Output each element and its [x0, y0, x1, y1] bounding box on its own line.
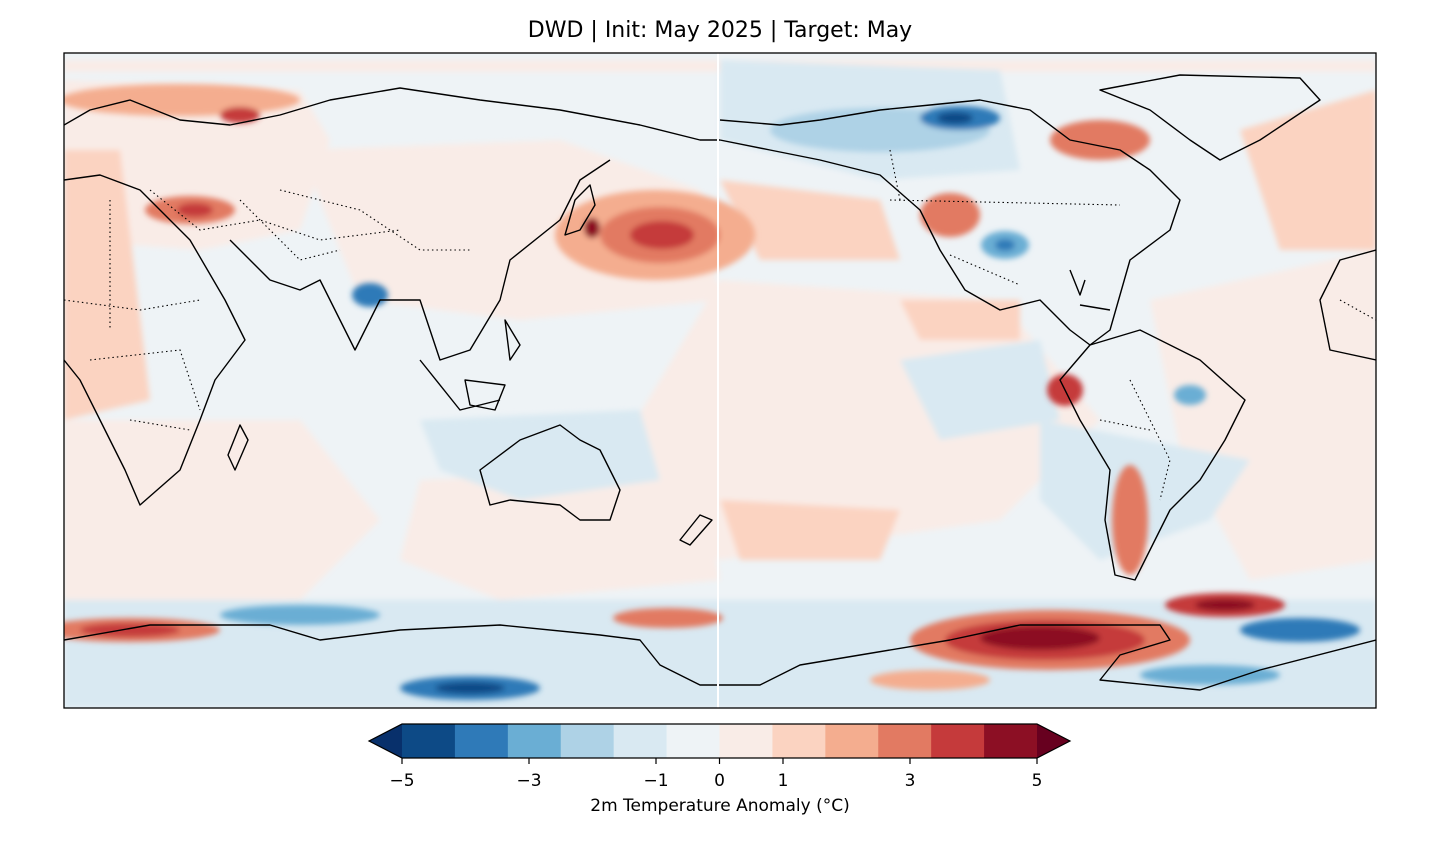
colorbar-swatch: [613, 724, 668, 758]
colorbar-swatch: [825, 724, 879, 758]
colorbar-tick-label: 0: [714, 771, 725, 791]
coastlines: [64, 74, 1376, 691]
anomaly-field: [64, 53, 1376, 708]
colorbar-tick-label: 1: [778, 771, 789, 791]
colorbar-swatch: [454, 724, 509, 758]
colorbar-swatch: [560, 724, 615, 758]
colorbar-tick-label: −1: [643, 771, 668, 791]
colorbar-swatch: [984, 724, 1038, 758]
country-borders: [64, 149, 1376, 501]
colorbar-swatch: [878, 724, 932, 758]
colorbar-under-arrow: [369, 724, 402, 758]
colorbar-tick-label: −5: [389, 771, 414, 791]
map-frame: [63, 52, 1377, 709]
colorbar-swatch: [772, 724, 826, 758]
colorbar-swatches: [367, 723, 1072, 759]
colorbar-over-arrow: [1037, 724, 1070, 758]
map-title: DWD | Init: May 2025 | Target: May: [527, 18, 913, 43]
colorbar-ticks: −5 −3 −1 0 1 3 5: [389, 758, 1042, 791]
colorbar-label: 2m Temperature Anomaly (°C): [590, 796, 850, 816]
colorbar-swatch: [931, 724, 985, 758]
colorbar-swatch: [402, 724, 456, 758]
colorbar-swatch: [507, 724, 562, 758]
colorbar-tick-label: 5: [1032, 771, 1043, 791]
colorbar-swatch: [666, 724, 720, 758]
colorbar-tick-label: −3: [516, 771, 541, 791]
colorbar-swatch: [719, 724, 773, 758]
colorbar-tick-label: 3: [905, 771, 916, 791]
